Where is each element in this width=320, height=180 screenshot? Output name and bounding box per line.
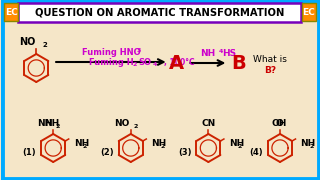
Text: Fuming H: Fuming H xyxy=(89,57,133,66)
Text: NH: NH xyxy=(200,48,215,57)
Text: (1): (1) xyxy=(23,147,36,156)
Text: (2): (2) xyxy=(100,147,114,156)
Text: O: O xyxy=(275,118,283,127)
Text: NH: NH xyxy=(229,140,244,148)
Text: , 100°C: , 100°C xyxy=(164,57,194,66)
Text: 2: 2 xyxy=(160,145,164,150)
Text: (3): (3) xyxy=(178,147,191,156)
Text: SO: SO xyxy=(138,57,151,66)
FancyBboxPatch shape xyxy=(302,3,316,21)
Text: 2: 2 xyxy=(238,145,242,150)
Text: NH: NH xyxy=(151,140,166,148)
Text: What is: What is xyxy=(253,55,287,64)
Text: NO: NO xyxy=(115,118,130,127)
Text: 4: 4 xyxy=(219,48,223,53)
Text: 4: 4 xyxy=(152,62,157,66)
Text: 2: 2 xyxy=(133,123,138,129)
Text: HS: HS xyxy=(222,48,236,57)
FancyBboxPatch shape xyxy=(4,3,18,21)
Text: Fuming HNO: Fuming HNO xyxy=(82,48,140,57)
Text: NH: NH xyxy=(37,118,52,127)
Text: OH: OH xyxy=(271,118,287,127)
Text: EC: EC xyxy=(302,8,315,17)
Text: B: B xyxy=(231,53,245,73)
Text: 2: 2 xyxy=(309,145,314,150)
Text: 2: 2 xyxy=(42,42,47,48)
Text: NH: NH xyxy=(44,118,60,127)
Text: 2: 2 xyxy=(132,62,137,66)
Text: 3: 3 xyxy=(137,48,141,53)
Text: A: A xyxy=(169,53,184,73)
Text: QUESTION ON AROMATIC TRANSFORMATION: QUESTION ON AROMATIC TRANSFORMATION xyxy=(35,8,284,17)
Text: CN: CN xyxy=(201,118,215,127)
Text: 2: 2 xyxy=(56,123,60,129)
Text: B?: B? xyxy=(264,66,276,75)
Text: NH: NH xyxy=(300,140,316,148)
FancyBboxPatch shape xyxy=(18,3,301,21)
Text: (4): (4) xyxy=(250,147,263,156)
Text: 2: 2 xyxy=(83,145,87,150)
Text: NO: NO xyxy=(19,37,35,47)
Text: EC: EC xyxy=(5,8,18,17)
Text: NH: NH xyxy=(74,140,89,148)
FancyBboxPatch shape xyxy=(3,1,319,179)
